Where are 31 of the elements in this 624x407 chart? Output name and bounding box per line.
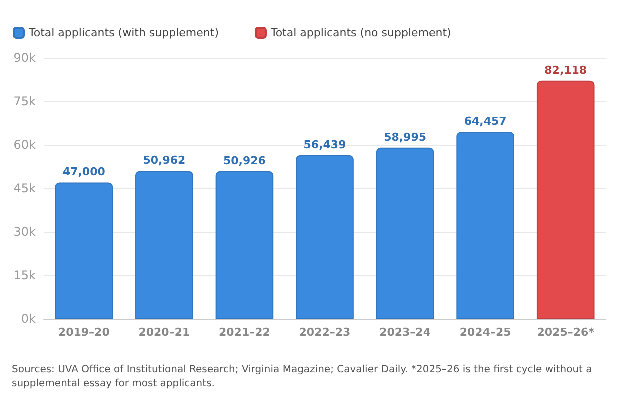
bar bbox=[55, 182, 114, 319]
data-label: 58,995 bbox=[384, 130, 427, 144]
data-label: 82,118 bbox=[544, 64, 588, 77]
bar bbox=[296, 155, 354, 319]
x-tick-label: 2025–26* bbox=[537, 326, 595, 339]
bar bbox=[376, 148, 434, 319]
y-tick-label: 75k bbox=[14, 94, 36, 108]
legend-label: Total applicants (with supplement) bbox=[28, 26, 219, 40]
y-tick-label: 0k bbox=[21, 312, 36, 326]
x-tick-label: 2019–20 bbox=[58, 326, 110, 339]
x-tick-label: 2020–21 bbox=[138, 326, 190, 339]
data-label: 47,000 bbox=[62, 166, 106, 179]
data-label: 64,457 bbox=[464, 115, 507, 128]
source-note: Sources: UVA Office of Institutional Research; Virginia Magazine; Cavalier Daily. *2025–26 is the first cycle without a supplemental essay for most applicants. bbox=[12, 364, 596, 390]
data-label: 50,962 bbox=[143, 154, 186, 168]
x-tick-label: 2023–24 bbox=[380, 326, 432, 339]
y-tick-label: 30k bbox=[14, 225, 36, 239]
bar bbox=[456, 132, 514, 319]
bar bbox=[136, 171, 194, 319]
x-tick-label: 2021–22 bbox=[218, 326, 270, 339]
x-tick-label: 2022–23 bbox=[299, 326, 351, 339]
x-tick-label: 2024–25 bbox=[460, 326, 512, 339]
y-tick-label: 90k bbox=[14, 51, 36, 65]
bar bbox=[536, 80, 595, 319]
data-label: 50,926 bbox=[223, 154, 266, 168]
y-tick-label: 60k bbox=[14, 138, 36, 152]
bar bbox=[216, 171, 274, 319]
legend-label: Total applicants (no supplement) bbox=[270, 26, 452, 40]
data-label: 56,439 bbox=[304, 138, 346, 152]
y-tick-label: 45k bbox=[14, 182, 36, 196]
y-tick-label: 15k bbox=[14, 268, 36, 282]
